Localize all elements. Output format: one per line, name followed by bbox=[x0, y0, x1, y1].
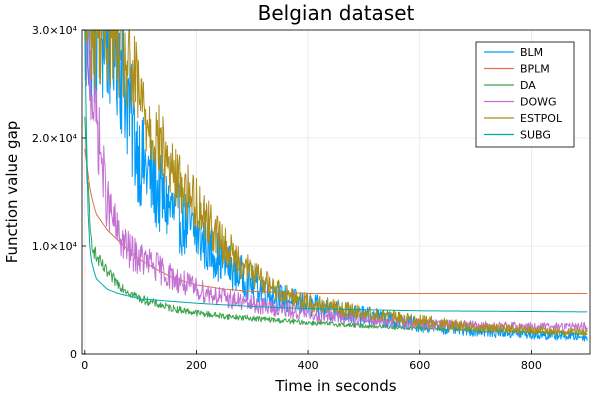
chart-title: Belgian dataset bbox=[258, 1, 415, 25]
x-tick-label: 0 bbox=[81, 359, 88, 372]
y-tick-label: 2.0×10⁴ bbox=[32, 132, 78, 145]
legend-label: BLM bbox=[520, 46, 543, 59]
y-axis-label: Function value gap bbox=[3, 121, 21, 264]
y-tick-label: 3.0×10⁴ bbox=[32, 24, 78, 37]
legend-label: DA bbox=[520, 79, 536, 92]
series-line-estpol bbox=[84, 30, 588, 336]
legend-box bbox=[475, 41, 575, 148]
ticks: 0 200 400 600 800 0 1.0×10⁴ 2.0×10⁴ 3.0×10⁴ bbox=[32, 24, 542, 372]
legend-label: BPLM bbox=[520, 63, 550, 76]
legend-label: ESTPOL bbox=[520, 112, 563, 125]
x-tick-label: 400 bbox=[298, 359, 319, 372]
x-tick-label: 600 bbox=[409, 359, 430, 372]
y-tick-label: 1.0×10⁴ bbox=[32, 240, 78, 253]
series-line-subg bbox=[84, 30, 588, 313]
x-tick-label: 800 bbox=[521, 359, 542, 372]
y-tick-label: 0 bbox=[70, 348, 77, 361]
legend-label: SUBG bbox=[520, 129, 551, 142]
legend-label: DOWG bbox=[520, 96, 557, 109]
x-axis-label: Time in seconds bbox=[274, 377, 396, 395]
x-tick-label: 200 bbox=[186, 359, 207, 372]
plot-frame bbox=[81, 29, 591, 355]
series-group bbox=[84, 30, 588, 342]
legend: BLM BPLM DA DOWG ESTPOL SUBG bbox=[475, 41, 575, 148]
